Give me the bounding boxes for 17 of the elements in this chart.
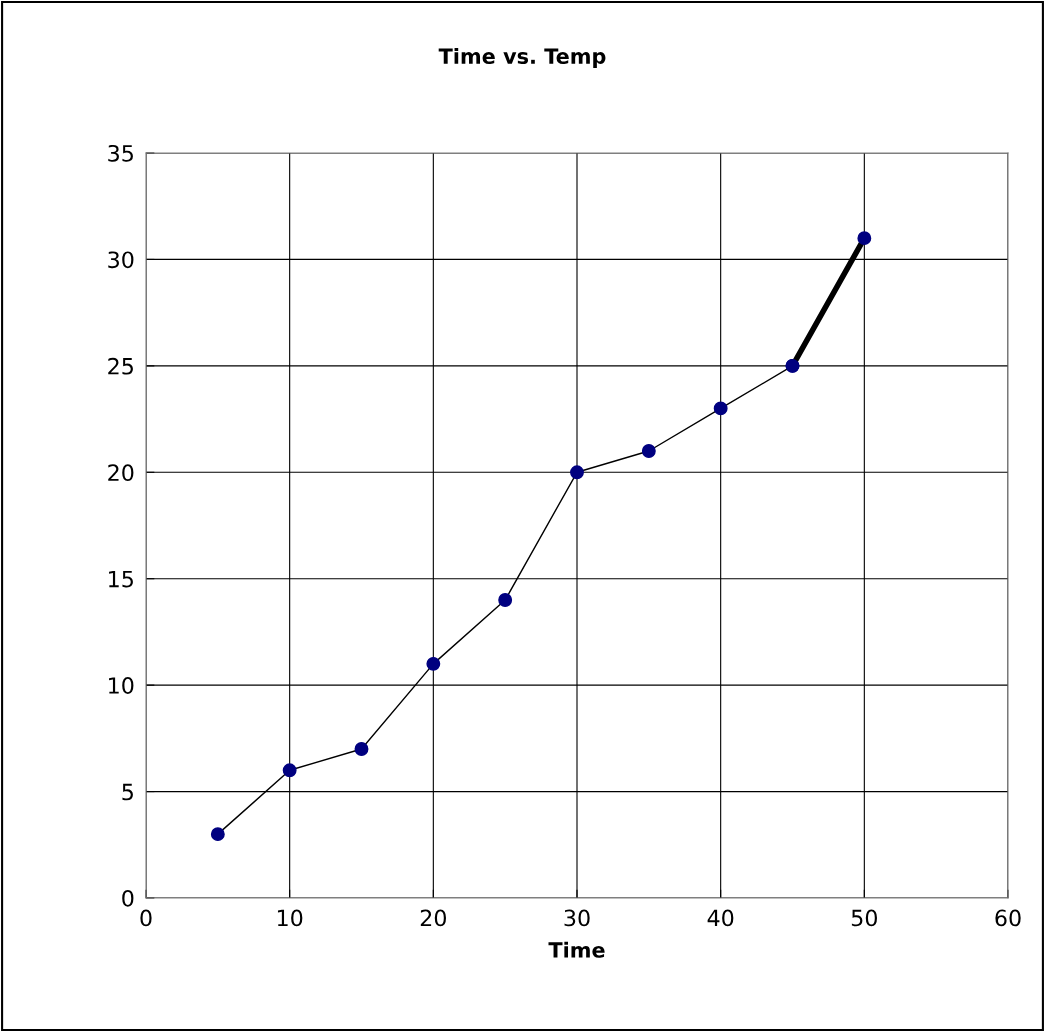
x-tick-label: 10 [277,909,303,927]
y-tick-label: 10 [109,677,134,694]
y-tick-label: 35 [108,144,133,162]
x-tick-label: 20 [420,909,446,927]
x-tick-label: 0 [140,909,152,927]
y-tick-label: 5 [122,783,133,801]
y-tick-label: 20 [108,464,134,482]
chart-title: Time vs. Temp [438,47,606,69]
x-tick-label: 40 [707,909,734,927]
y-tick-label: 0 [122,889,134,907]
x-tick-label: 50 [851,909,877,927]
x-tick-label: 30 [564,909,590,927]
y-tick-label: 30 [108,251,134,269]
y-tick-label: 25 [108,357,133,375]
y-tick-label: 15 [109,570,133,588]
x-tick-label: 60 [995,909,1021,927]
x-axis-title: Time [548,941,605,958]
